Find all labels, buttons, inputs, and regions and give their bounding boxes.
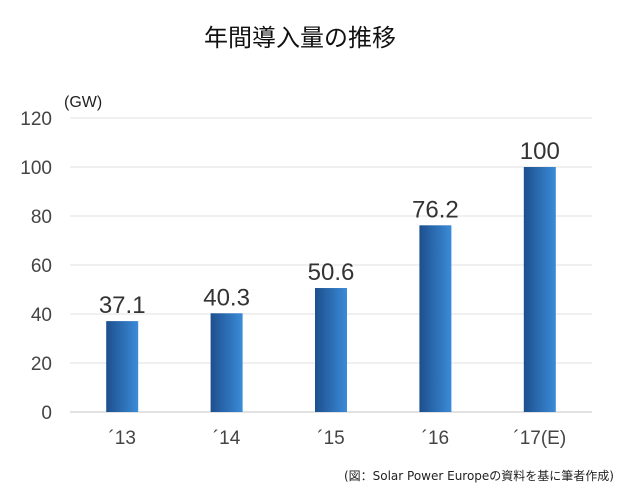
bar [419,225,452,412]
source-note: (図：Solar Power Europeの資料を基に筆者作成) [344,469,614,483]
y-tick-label: 20 [31,354,52,375]
data-label: 100 [520,138,560,165]
y-tick-label: 0 [41,403,52,424]
data-label: 76.2 [412,196,459,223]
bar [315,288,347,412]
data-label: 50.6 [308,259,355,286]
x-tick-label: ´15 [317,428,344,449]
chart-title: 年間導入量の推移 [204,24,396,52]
bar [106,321,139,412]
bar [210,313,243,412]
y-tick-label: 120 [20,109,52,130]
x-tick-label: ´14 [213,428,241,449]
x-tick-label: ´17(E) [513,428,566,449]
data-label: 37.1 [99,292,146,319]
y-axis-unit: (GW) [64,94,102,111]
y-tick-label: 80 [31,207,52,228]
y-tick-label: 40 [31,305,52,326]
x-tick-label: ´16 [422,428,449,449]
x-tick-label: ´13 [108,428,135,449]
y-tick-label: 60 [31,256,52,277]
y-tick-label: 100 [20,158,52,179]
bar [523,167,556,412]
data-label: 40.3 [203,284,250,311]
